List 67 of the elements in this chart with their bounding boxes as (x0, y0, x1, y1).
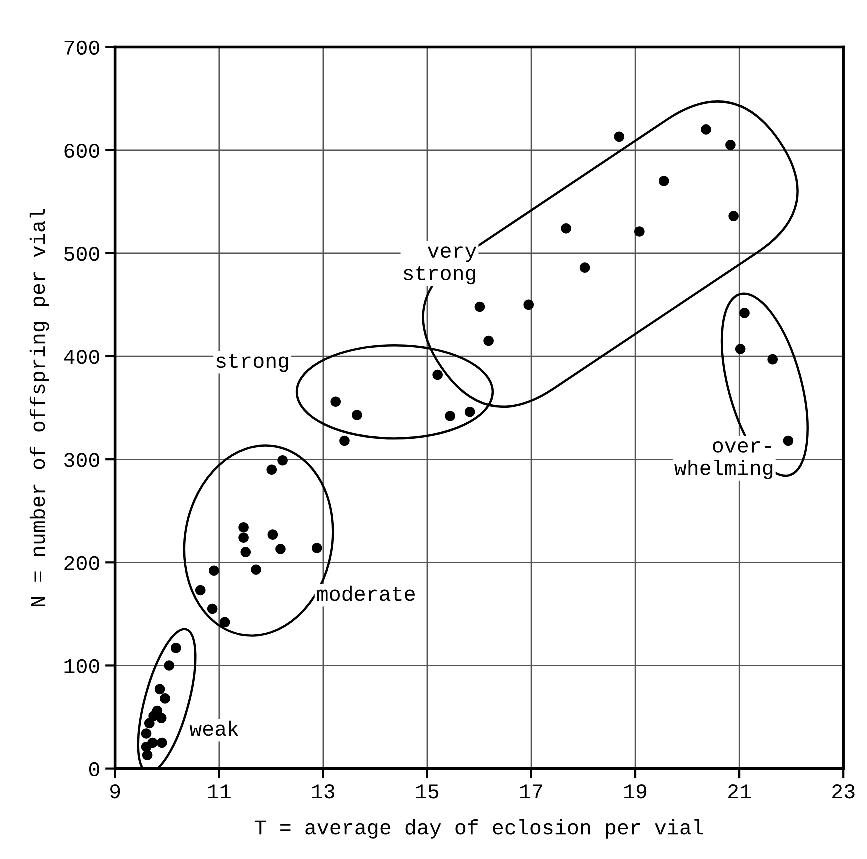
point (445, 411, 456, 422)
y-tick-label: 300 (64, 453, 100, 468)
point (276, 544, 286, 554)
point (634, 226, 645, 237)
y-tick-label: 500 (64, 247, 100, 262)
point (156, 738, 168, 748)
x-tick-label: 23 (832, 784, 855, 799)
point (238, 532, 249, 544)
x-tick-label: 9 (110, 784, 120, 799)
point (148, 738, 158, 748)
point (207, 604, 218, 614)
point (701, 124, 712, 135)
point (484, 336, 494, 346)
point (240, 547, 252, 558)
annotation: moderate (317, 586, 415, 602)
point (160, 694, 170, 704)
point (474, 302, 486, 312)
point (266, 464, 278, 476)
point (156, 713, 167, 724)
point (432, 370, 443, 380)
point (768, 354, 778, 365)
x-tick-label: 19 (624, 784, 647, 799)
point (142, 750, 153, 761)
y-tick-label: 100 (64, 659, 100, 674)
point (238, 522, 249, 533)
point (154, 684, 166, 695)
point (728, 211, 739, 222)
y-axis-title: N = number of offspring per vial (30, 209, 50, 606)
point (740, 308, 750, 318)
x-tick-label: 17 (520, 784, 542, 798)
y-tick-label: 600 (64, 144, 100, 158)
point (278, 455, 288, 466)
point (144, 718, 155, 729)
point (658, 176, 670, 186)
point (312, 543, 322, 554)
y-tick-label: 0 (89, 762, 100, 777)
x-tick-label: 15 (416, 784, 439, 799)
x-axis-title: T = average day of eclosion per vial (255, 819, 704, 839)
y-tick-label: 400 (64, 350, 100, 364)
x-tick-label: 11 (208, 784, 231, 798)
point (340, 436, 350, 446)
point (171, 643, 182, 654)
point (352, 410, 362, 420)
annotation: very strong (404, 246, 477, 285)
point (164, 660, 175, 671)
point (614, 132, 625, 142)
point (220, 617, 230, 628)
point (561, 224, 572, 234)
x-tick-label: 21 (728, 784, 752, 798)
point (251, 564, 262, 576)
y-tick-label: 700 (64, 40, 100, 55)
point (735, 344, 746, 354)
point (524, 300, 534, 310)
y-tick-label: 200 (64, 556, 100, 570)
point (330, 396, 342, 407)
point (268, 530, 278, 540)
annotation: over- whelming (674, 441, 773, 480)
point (580, 262, 590, 273)
point (783, 436, 794, 446)
point (209, 566, 220, 576)
point (464, 407, 476, 418)
point (141, 728, 152, 739)
x-tick-label: 13 (312, 784, 335, 799)
annotation: weak (190, 720, 239, 736)
point (726, 140, 736, 150)
annotation: strong (216, 354, 288, 372)
point (195, 585, 206, 596)
